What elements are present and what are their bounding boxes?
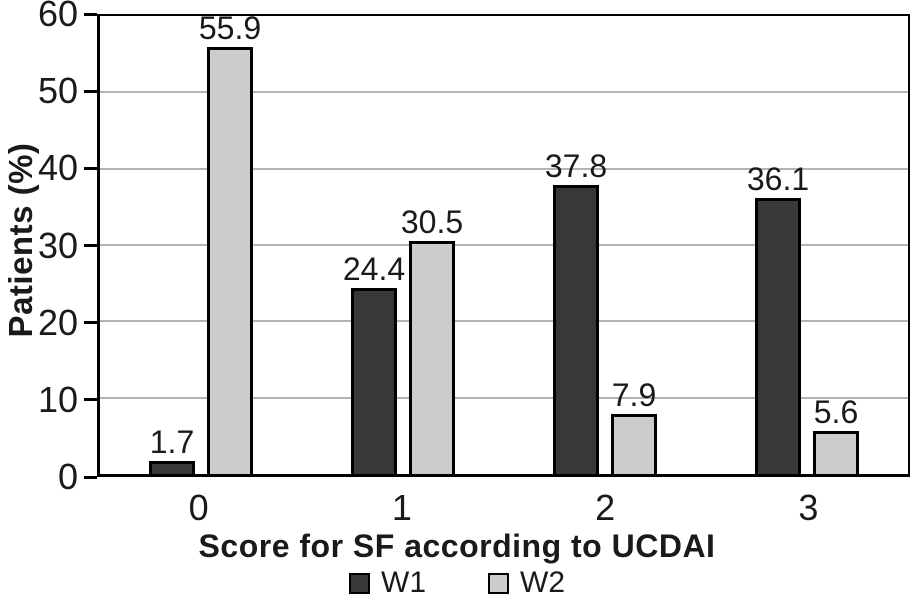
bar-value-label: 1.7 [149, 424, 195, 461]
y-tick-mark-10 [84, 398, 97, 402]
bar-w2-score-0: 55.9 [199, 12, 261, 474]
bar-w1-score-1: 24.4 [343, 253, 405, 474]
y-tick-mark-60 [84, 12, 97, 16]
bar-group-3: 36.1 5.6 [706, 16, 908, 474]
x-tick-label-2: 2 [595, 487, 616, 528]
bar-value-label: 55.9 [198, 10, 262, 47]
legend-label-w1: W1 [381, 566, 426, 597]
gridline-50 [100, 91, 908, 94]
bar-value-label: 36.1 [746, 161, 810, 198]
y-tick-label-60: 60 [37, 0, 78, 34]
y-tick-label-40: 40 [37, 147, 78, 189]
gridline-20 [100, 320, 908, 323]
x-axis-title: Score for SF according to UCDAI [198, 528, 716, 564]
gridline-40 [100, 167, 908, 170]
y-tick-mark-30 [84, 244, 97, 247]
bar-w1-score-0: 1.7 [149, 426, 195, 474]
gridline-30 [100, 244, 908, 246]
y-tick-label-20: 20 [37, 301, 78, 343]
bar-value-label: 5.6 [813, 394, 859, 431]
x-tick-label-1: 1 [391, 487, 412, 528]
bar-w2-score-2: 7.9 [611, 379, 657, 474]
y-tick-label-0: 0 [57, 456, 78, 497]
y-tick-label-10: 10 [37, 378, 78, 420]
bar-value-label: 37.8 [544, 148, 608, 185]
legend-swatch-w2 [488, 572, 509, 594]
bar-group-0: 1.7 55.9 [100, 12, 302, 474]
bar-groups: 1.7 55.9 24.4 30.5 37.8 7.9 36.1 5.6 [100, 12, 908, 474]
x-tick-label-0: 0 [188, 487, 209, 528]
plot-area: 1.7 55.9 24.4 30.5 37.8 7.9 36.1 5.6 [97, 12, 910, 477]
bar-w1-score-2: 37.8 [545, 150, 607, 474]
y-tick-label-50: 50 [37, 70, 78, 112]
bar-w2-score-1: 30.5 [401, 206, 463, 474]
legend-swatch-w1 [349, 572, 370, 594]
y-tick-label-30: 30 [37, 224, 78, 266]
y-tick-mark-20 [84, 321, 97, 325]
x-axis: 0 1 2 3 [97, 490, 910, 526]
y-tick-mark-40 [84, 166, 97, 170]
y-tick-mark-50 [84, 89, 97, 93]
gridline-10 [100, 396, 908, 399]
bar-w2-score-3: 5.6 [813, 396, 859, 474]
y-tick-mark-0 [84, 475, 97, 479]
bar-w1-score-3: 36.1 [747, 163, 809, 474]
legend-label-w2: W2 [520, 566, 565, 597]
bar-group-2: 37.8 7.9 [504, 16, 706, 474]
bar-group-1: 24.4 30.5 [302, 16, 504, 474]
bar-value-label: 30.5 [400, 204, 464, 241]
x-tick-label-3: 3 [798, 487, 819, 528]
legend-item-w2: W2 [488, 568, 565, 597]
bar-value-label: 24.4 [342, 250, 406, 287]
legend: W1 W2 [0, 568, 914, 597]
bar-value-label: 7.9 [611, 376, 657, 413]
legend-item-w1: W1 [349, 568, 426, 597]
